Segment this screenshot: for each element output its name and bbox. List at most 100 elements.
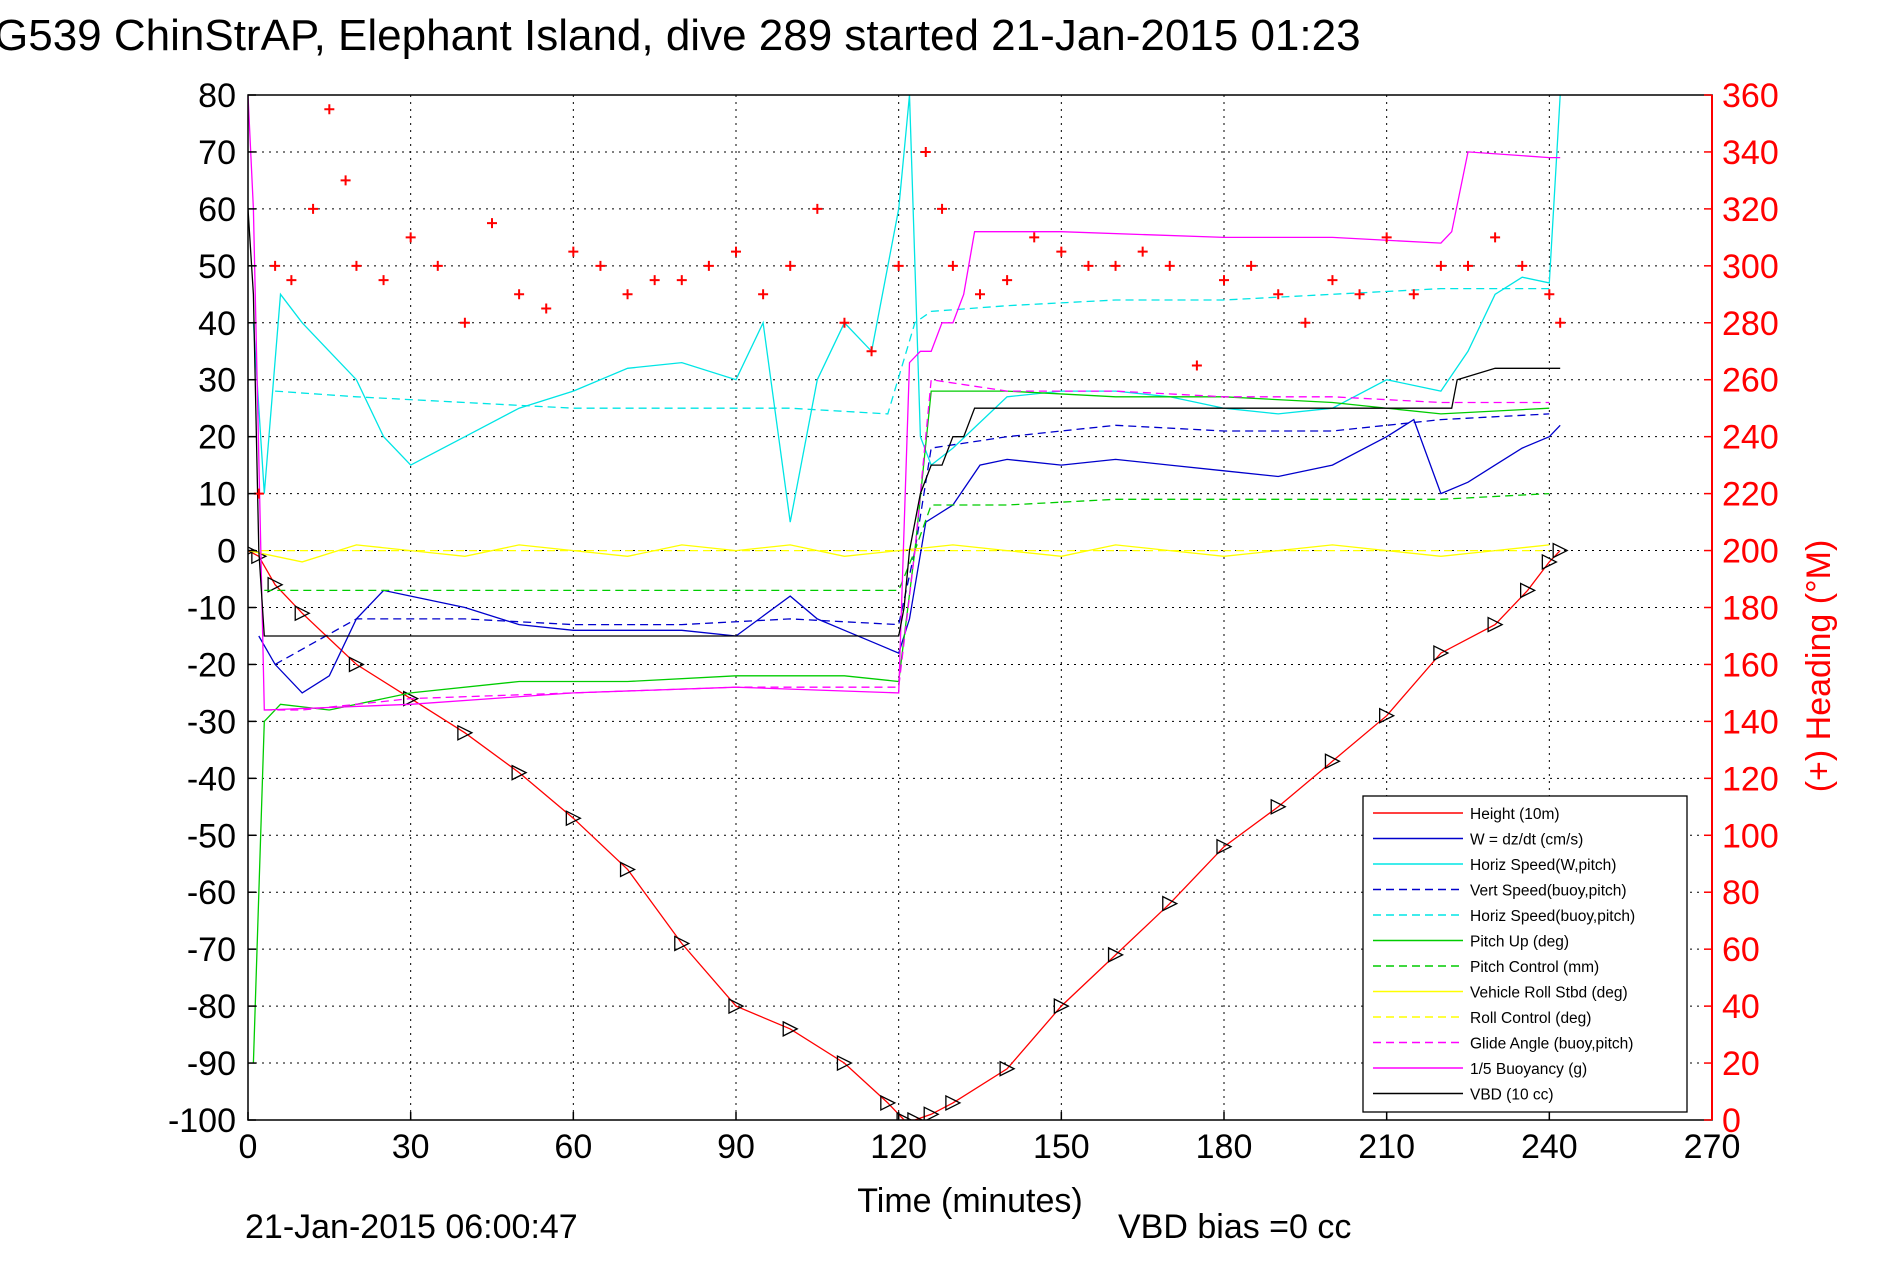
y-tick-label-left: -10: [187, 590, 236, 628]
y-tick-label-left: -80: [187, 988, 236, 1026]
x-tick-label: 30: [392, 1128, 430, 1166]
vehicle-roll-stbd-deg-line: [248, 544, 1550, 563]
legend-label: Roll Control (deg): [1470, 1010, 1591, 1027]
height-10m-marker: [1552, 542, 1569, 559]
legend-label: Height (10m): [1470, 806, 1560, 823]
heading-point: [703, 260, 714, 271]
heading-point: [1517, 260, 1528, 271]
y-tick-label-right: 160: [1722, 646, 1779, 684]
heading-point: [866, 346, 877, 357]
height-10m-marker: [1487, 616, 1504, 633]
heading-point: [1408, 289, 1419, 300]
x-tick-label: 0: [239, 1128, 258, 1166]
heading-point: [1191, 360, 1202, 371]
heading-point: [340, 175, 351, 186]
heading-point: [514, 289, 525, 300]
height-10m-marker: [836, 1055, 853, 1072]
heading-point: [432, 260, 443, 271]
x-axis-label: Time (minutes): [857, 1182, 1082, 1220]
heading-point: [1273, 289, 1284, 300]
heading-point: [270, 260, 281, 271]
heading-point: [975, 289, 985, 300]
horiz-speed-w-pitch-line: [252, 95, 1561, 523]
heading-point: [839, 317, 850, 328]
y-tick-label-left: -50: [187, 817, 236, 855]
heading-point: [541, 303, 552, 314]
y-tick-label-right: 180: [1722, 590, 1779, 628]
y-tick-label-left: 20: [198, 419, 236, 457]
heading-point: [1327, 275, 1338, 286]
height-10m-marker: [457, 724, 474, 741]
x-tick-label: 60: [554, 1128, 592, 1166]
y-tick-label-right: 260: [1722, 362, 1779, 400]
y-tick-label-left: -20: [187, 646, 236, 684]
heading-point: [622, 289, 633, 300]
heading-point: [378, 275, 389, 286]
1-5-buoyancy-g-line: [248, 95, 1561, 711]
vbd-bias-footer: VBD bias =0 cc: [1118, 1208, 1351, 1246]
height-10m-marker: [1541, 553, 1558, 570]
height-10m-marker: [565, 810, 582, 827]
heading-point: [1354, 289, 1365, 300]
heading-point: [649, 275, 660, 286]
heading-point: [1435, 260, 1446, 271]
height-10m-marker: [294, 605, 311, 622]
heading-point: [1029, 232, 1040, 243]
y-tick-label-right: 360: [1722, 77, 1779, 115]
heading-point: [1164, 260, 1175, 271]
legend-label: Horiz Speed(W,pitch): [1470, 857, 1616, 874]
y-tick-label-right: 100: [1722, 817, 1779, 855]
height-10m-marker: [923, 1106, 940, 1120]
y-tick-label-right: 340: [1722, 134, 1779, 172]
y-tick-label-right: 220: [1722, 476, 1779, 514]
heading-point: [595, 260, 606, 271]
y-tick-label-right: 200: [1722, 533, 1779, 571]
pitch-up-deg-line: [252, 390, 1550, 1064]
legend: Height (10m) W = dz/dt (cm/s) Horiz Speed(…: [1362, 795, 1688, 1113]
y-tick-label-right: 20: [1722, 1045, 1760, 1083]
horiz-speed-buoy-pitch-line: [275, 287, 1550, 415]
heading-point: [1490, 232, 1501, 243]
x-tick-label: 120: [870, 1128, 927, 1166]
heading-point: [1555, 317, 1566, 328]
heading-point: [459, 317, 470, 328]
legend-label: Horiz Speed(buoy,pitch): [1470, 908, 1635, 925]
heading-point: [1381, 232, 1392, 243]
glide-angle-buoy-pitch-line: [264, 378, 1550, 711]
y-tick-label-left: 80: [198, 77, 236, 115]
heading-point: [758, 289, 769, 300]
y-tick-label-left: -90: [187, 1045, 236, 1083]
y-tick-label-right: 120: [1722, 760, 1779, 798]
heading-point: [812, 203, 823, 214]
x-tick-label: 180: [1196, 1128, 1253, 1166]
y-tick-label-left: -40: [187, 760, 236, 798]
heading-point: [1246, 260, 1257, 271]
y-tick-label-right: 40: [1722, 988, 1760, 1026]
y-tick-label-left: -70: [187, 931, 236, 969]
heading-point: [1463, 260, 1473, 271]
heading-point: [1219, 275, 1229, 286]
x-tick-label: 210: [1358, 1128, 1415, 1166]
y-tick-label-left: 0: [217, 533, 236, 571]
x-tick-label: 90: [717, 1128, 755, 1166]
height-10m-marker: [945, 1094, 962, 1111]
height-10m-marker: [999, 1060, 1016, 1077]
height-10m-marker: [1270, 798, 1287, 815]
heading-point: [785, 260, 796, 271]
x-tick-label: 270: [1684, 1128, 1741, 1166]
height-10m-marker: [1053, 998, 1070, 1015]
legend-label: W = dz/dt (cm/s): [1470, 832, 1583, 849]
legend-label: VBD (10 cc): [1470, 1087, 1554, 1104]
height-10m-marker: [511, 764, 528, 781]
heading-point: [1110, 260, 1121, 271]
y-tick-label-left: 40: [198, 305, 236, 343]
y-tick-label-right: 80: [1722, 874, 1760, 912]
heading-point: [731, 246, 741, 257]
y-tick-label-left: -30: [187, 703, 236, 741]
height-10m-marker: [728, 998, 745, 1015]
legend-label: Pitch Up (deg): [1470, 934, 1569, 951]
heading-point: [405, 232, 416, 243]
w-dz-dt-cm-s-line: [258, 418, 1561, 694]
series-layer: [248, 95, 1569, 1120]
y-tick-label-left: 60: [198, 191, 236, 229]
